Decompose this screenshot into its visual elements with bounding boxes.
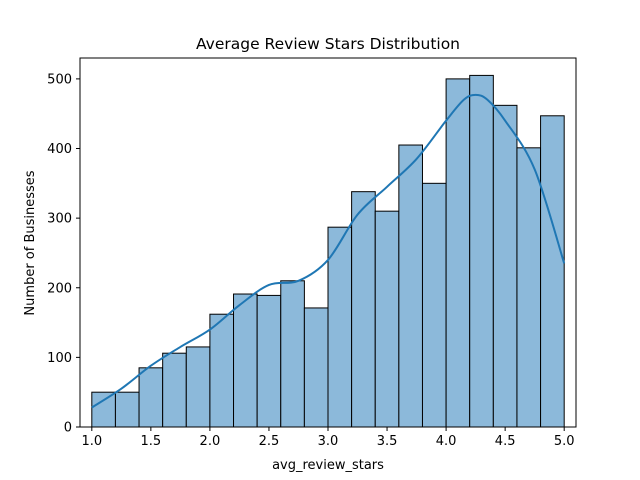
x-tick-label: 1.5 <box>141 434 162 449</box>
histogram-bar <box>185 346 211 428</box>
histogram-bar <box>209 313 235 428</box>
x-tick-label: 3.5 <box>377 434 398 449</box>
kde-group <box>91 93 566 409</box>
kde-line <box>91 93 566 409</box>
histogram-bar <box>114 391 140 428</box>
y-axis-label: Number of Businesses <box>23 170 38 315</box>
x-tick-label: 1.0 <box>81 434 102 449</box>
y-tick-label: 500 <box>47 72 72 87</box>
x-tick-label: 2.5 <box>259 434 280 449</box>
y-tick-label: 400 <box>47 142 72 157</box>
x-tick-label: 4.5 <box>495 434 516 449</box>
histogram-bar <box>233 293 258 428</box>
chart-title: Average Review Stars Distribution <box>196 35 460 53</box>
x-ticks-group: 1.0 1.5 2.0 2.5 3.0 3.5 4.0 4.5 5.0 <box>81 427 575 449</box>
histogram-bar <box>256 294 282 428</box>
histogram-bar <box>351 191 376 428</box>
x-tick-label: 4.0 <box>436 434 457 449</box>
histogram-bar <box>516 147 542 428</box>
histogram-bar <box>327 226 353 428</box>
histogram-bar <box>162 352 187 428</box>
histogram-bar <box>91 391 116 428</box>
x-tick-label: 3.0 <box>318 434 339 449</box>
x-tick-label: 2.0 <box>200 434 221 449</box>
histogram-bar <box>421 182 447 428</box>
histogram-bar <box>374 210 400 428</box>
histogram-bar <box>398 144 423 428</box>
histogram-bar <box>492 104 518 428</box>
y-ticks-group: 0 100 200 300 400 500 <box>47 72 80 436</box>
histogram-bar <box>280 280 305 428</box>
histogram-bar <box>445 78 471 428</box>
y-tick-label: 300 <box>47 212 72 227</box>
histogram-bar <box>303 307 329 428</box>
y-tick-label: 100 <box>47 351 72 366</box>
bars-group <box>91 74 565 428</box>
histogram-bar <box>469 74 494 428</box>
histogram-bar <box>540 115 565 428</box>
histogram-bar <box>138 367 164 428</box>
y-tick-label: 0 <box>64 421 72 436</box>
x-axis-label: avg_review_stars <box>272 458 384 473</box>
y-tick-label: 200 <box>47 281 72 296</box>
x-tick-label: 5.0 <box>554 434 575 449</box>
